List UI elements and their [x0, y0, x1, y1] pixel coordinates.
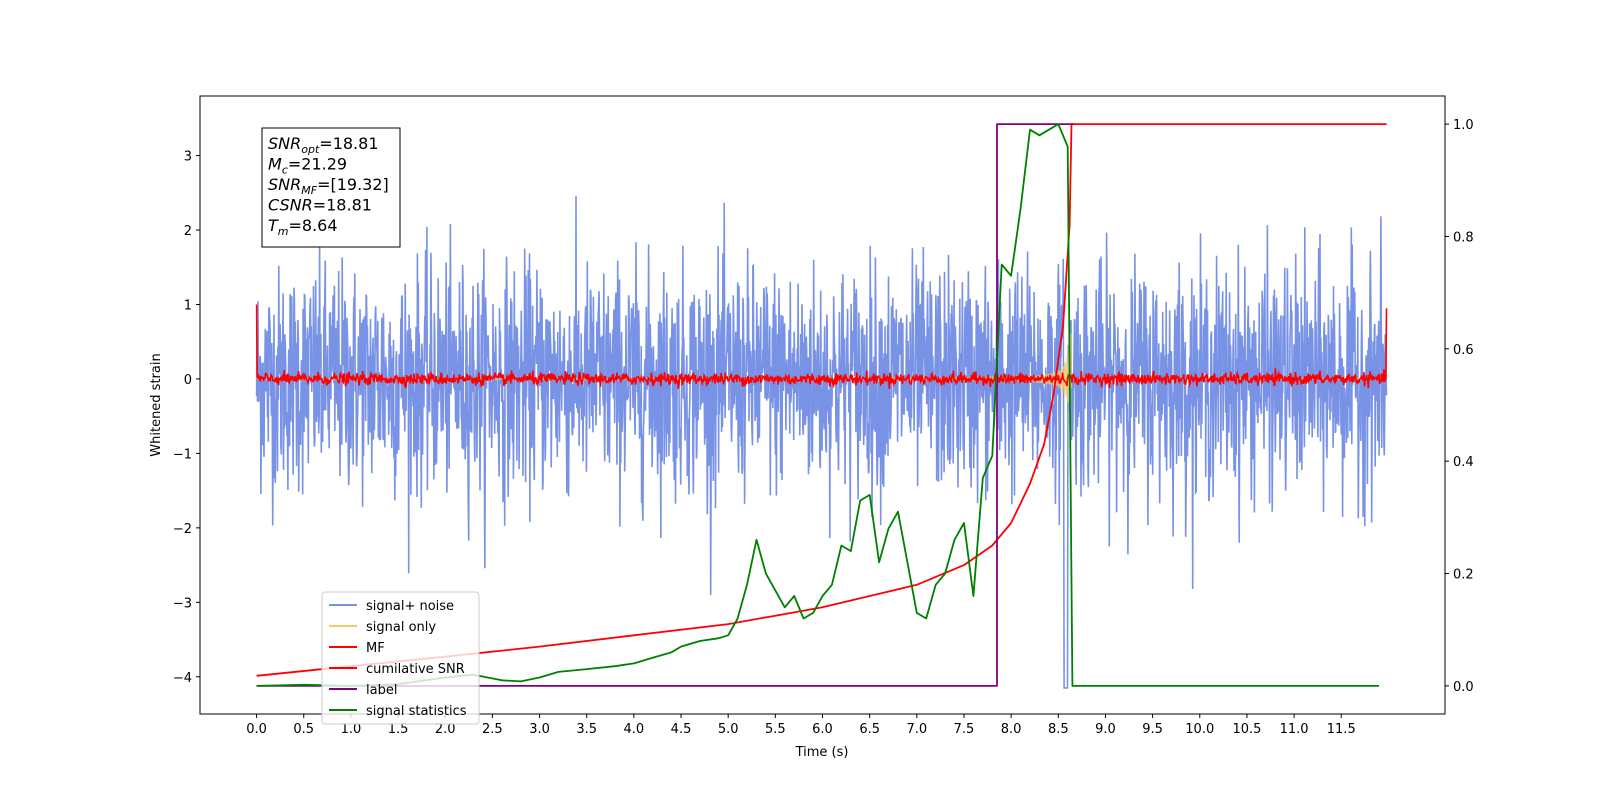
legend-label: label	[366, 683, 397, 698]
stats-line: SNRMF=[19.32]	[268, 175, 389, 197]
x-tick-label: 3.5	[576, 722, 597, 737]
series-signal-noise	[255, 195, 1388, 689]
x-tick-label: 0.0	[246, 722, 267, 737]
y-tick-label: −3	[173, 596, 192, 611]
plot-area	[255, 123, 1388, 689]
legend: signal+ noise signal only MF cumilative SNR…	[321, 591, 480, 725]
x-axis: 0.0 0.5 1.0 1.5 2.0 2.5 3.0 3.5 4.0 4.5 5.0 5.5 6.0 6…	[246, 714, 1356, 737]
x-tick-label: 8.0	[1001, 722, 1022, 737]
y-tick-label: −4	[173, 671, 192, 686]
legend-label: signal+ noise	[366, 599, 454, 614]
x-tick-label: 1.5	[388, 722, 409, 737]
x-axis-label: Time (s)	[795, 745, 849, 760]
y-tick-label: −2	[173, 522, 192, 537]
series-label	[256, 123, 1074, 687]
legend-label: signal statistics	[366, 704, 467, 719]
y2-tick-label: 0.4	[1453, 455, 1474, 470]
stats-line: CSNR=18.81	[268, 196, 372, 215]
x-tick-label: 6.0	[812, 722, 833, 737]
stats-line: Mc=21.29	[268, 155, 347, 177]
x-tick-label: 7.0	[906, 722, 927, 737]
x-tick-label: 3.0	[529, 722, 550, 737]
y2-tick-label: 0.0	[1453, 680, 1474, 695]
y-tick-label: 1	[184, 298, 192, 313]
y-tick-label: 3	[184, 150, 192, 165]
x-tick-label: 11.5	[1327, 722, 1356, 737]
x-tick-label: 5.0	[718, 722, 739, 737]
series-cumilative-snr	[256, 123, 1387, 677]
x-tick-label: 0.5	[293, 722, 314, 737]
x-tick-label: 7.5	[954, 722, 975, 737]
x-tick-label: 9.5	[1142, 722, 1163, 737]
y-tick-label: 2	[184, 224, 192, 239]
y-axis-label: Whitened strain	[149, 353, 164, 456]
y2-tick-label: 1.0	[1453, 118, 1474, 133]
x-tick-label: 5.5	[765, 722, 786, 737]
stats-annotation-box: SNRopt=18.81Mc=21.29SNRMF=[19.32]CSNR=18…	[261, 127, 401, 248]
x-tick-label: 2.0	[435, 722, 456, 737]
x-tick-label: 11.0	[1280, 722, 1309, 737]
legend-label: MF	[366, 641, 385, 656]
x-tick-label: 8.5	[1048, 722, 1069, 737]
y-tick-label: 0	[184, 373, 192, 388]
stats-box-frame	[261, 127, 401, 248]
legend-label: cumilative SNR	[366, 662, 465, 677]
stats-line: SNRopt=18.81	[268, 134, 379, 156]
x-tick-label: 9.0	[1095, 722, 1116, 737]
y-axis-left: −4 −3 −2 −1 0 1 2 3	[173, 150, 200, 686]
series-signal-statistics	[256, 123, 1379, 687]
series-mf	[255, 304, 1388, 390]
stats-line: Tm=8.64	[268, 216, 338, 238]
x-tick-label: 10.5	[1232, 722, 1261, 737]
x-tick-label: 4.5	[671, 722, 692, 737]
x-tick-label: 4.0	[624, 722, 645, 737]
legend-frame	[321, 591, 480, 725]
x-tick-label: 6.5	[859, 722, 880, 737]
x-tick-label: 1.0	[341, 722, 362, 737]
y2-tick-label: 0.2	[1453, 568, 1474, 583]
y-tick-label: −1	[173, 447, 192, 462]
x-tick-label: 10.0	[1185, 722, 1214, 737]
legend-label: signal only	[366, 620, 436, 635]
x-tick-label: 2.5	[482, 722, 503, 737]
y-axis-right: 0.0 0.2 0.4 0.6 0.8 1.0	[1445, 118, 1474, 695]
y2-tick-label: 0.8	[1453, 230, 1474, 245]
y2-tick-label: 0.6	[1453, 343, 1474, 358]
